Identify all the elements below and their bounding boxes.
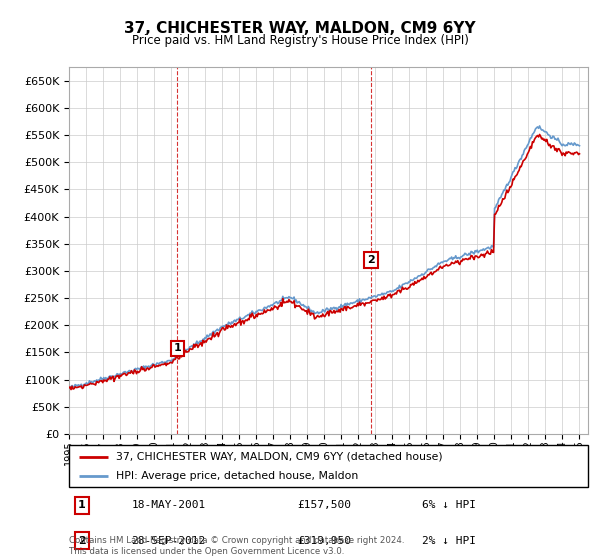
Text: 18-MAY-2001: 18-MAY-2001 — [131, 501, 206, 511]
Text: 37, CHICHESTER WAY, MALDON, CM9 6YY (detached house): 37, CHICHESTER WAY, MALDON, CM9 6YY (det… — [116, 452, 442, 462]
Text: £157,500: £157,500 — [298, 501, 352, 511]
Text: 6% ↓ HPI: 6% ↓ HPI — [422, 501, 476, 511]
Text: Price paid vs. HM Land Registry's House Price Index (HPI): Price paid vs. HM Land Registry's House … — [131, 34, 469, 46]
Text: £319,950: £319,950 — [298, 535, 352, 545]
Text: 2: 2 — [367, 255, 375, 265]
Text: 2: 2 — [78, 535, 86, 545]
Text: 1: 1 — [173, 343, 181, 353]
Text: 1: 1 — [78, 501, 86, 511]
Text: Contains HM Land Registry data © Crown copyright and database right 2024.
This d: Contains HM Land Registry data © Crown c… — [69, 536, 404, 556]
Text: 2% ↓ HPI: 2% ↓ HPI — [422, 535, 476, 545]
Text: 37, CHICHESTER WAY, MALDON, CM9 6YY: 37, CHICHESTER WAY, MALDON, CM9 6YY — [124, 21, 476, 36]
Text: HPI: Average price, detached house, Maldon: HPI: Average price, detached house, Mald… — [116, 472, 358, 481]
Text: 28-SEP-2012: 28-SEP-2012 — [131, 535, 206, 545]
